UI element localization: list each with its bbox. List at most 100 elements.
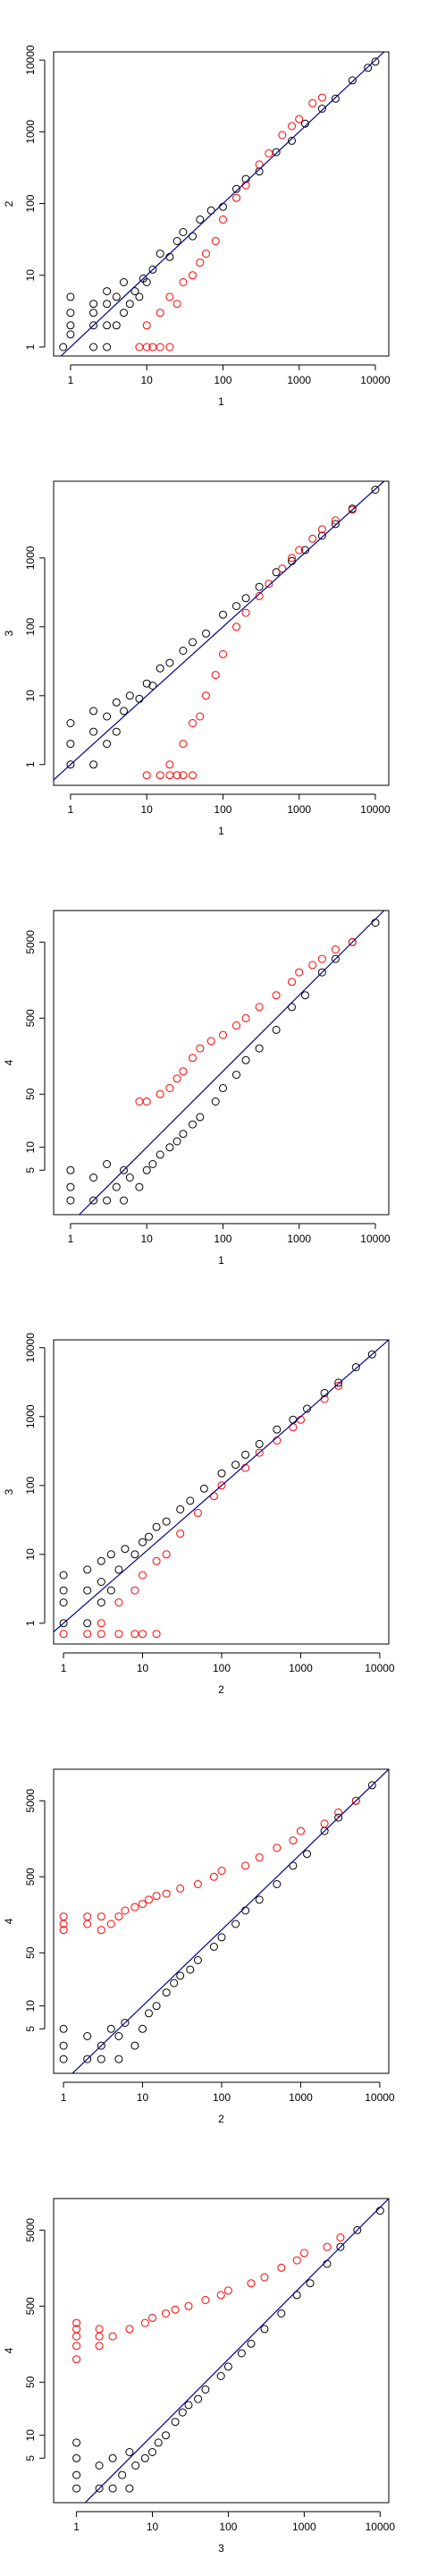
- y-tick-label: 10: [24, 2000, 37, 2012]
- data-point-series-1: [59, 1571, 68, 1580]
- y-tick-label: 10: [24, 1141, 37, 1154]
- plot-frame: [53, 2198, 390, 2504]
- data-point-series-2: [295, 968, 304, 977]
- data-point-series-1: [162, 1517, 171, 1526]
- data-point-series-2: [162, 1550, 171, 1559]
- data-point-series-1: [145, 2009, 153, 2018]
- data-point-series-1: [232, 184, 240, 193]
- data-point-series-1: [135, 292, 144, 301]
- data-point-series-1: [272, 568, 281, 577]
- x-tick-label: 1: [61, 1662, 67, 1674]
- data-point-series-2: [114, 1912, 123, 1921]
- y-tick-label: 50: [24, 1088, 37, 1100]
- data-point-series-1: [66, 1182, 75, 1191]
- plot-frame: [53, 1768, 390, 2074]
- data-point-series-1: [179, 1130, 188, 1139]
- data-point-series-1: [367, 1350, 376, 1359]
- y-tick-label: 500: [24, 1868, 37, 1885]
- data-point-series-1: [156, 664, 164, 673]
- data-point-series-1: [194, 2394, 203, 2403]
- data-point-series-1: [189, 232, 197, 241]
- x-tick-label: 10000: [365, 1662, 395, 1674]
- data-point-series-1: [130, 2041, 139, 2050]
- data-point-series-1: [66, 330, 75, 339]
- data-point-series-1: [241, 1055, 250, 1064]
- data-point-series-1: [97, 1578, 105, 1586]
- data-point-series-2: [193, 1880, 202, 1888]
- data-point-series-2: [156, 771, 164, 780]
- y-tick-label: 5: [24, 2026, 37, 2032]
- data-point-series-1: [72, 2453, 81, 2462]
- data-point-series-2: [135, 343, 144, 352]
- data-point-series-1: [125, 300, 134, 309]
- data-point-series-1: [367, 1781, 376, 1790]
- data-point-series-1: [89, 321, 98, 330]
- data-point-series-2: [95, 2332, 104, 2341]
- data-point-series-2: [97, 1630, 105, 1639]
- data-point-series-2: [202, 691, 210, 700]
- data-point-series-1: [103, 287, 112, 296]
- data-point-series-2: [59, 1630, 68, 1639]
- data-point-series-1: [179, 228, 188, 236]
- x-axis-label: 2: [218, 2113, 224, 2125]
- x-tick-label: 10000: [365, 2091, 395, 2104]
- data-point-series-1: [301, 546, 309, 555]
- data-point-series-2: [139, 1571, 147, 1580]
- data-point-series-1: [106, 1586, 115, 1595]
- data-point-series-1: [336, 2242, 345, 2251]
- data-point-series-2: [209, 1492, 218, 1501]
- data-point-series-1: [103, 300, 112, 309]
- data-point-series-2: [156, 309, 164, 318]
- data-point-series-2: [196, 1044, 205, 1053]
- data-point-series-1: [156, 1150, 164, 1159]
- data-point-series-2: [308, 98, 317, 107]
- data-point-series-1: [152, 1522, 161, 1531]
- data-point-series-2: [323, 2242, 332, 2251]
- data-point-series-2: [255, 160, 264, 169]
- data-point-series-2: [196, 258, 205, 267]
- data-point-series-2: [152, 1630, 161, 1639]
- data-point-series-1: [89, 300, 98, 309]
- data-point-series-1: [165, 252, 174, 261]
- data-point-series-2: [193, 1508, 202, 1517]
- data-point-series-2: [308, 534, 317, 543]
- data-point-series-2: [176, 1884, 185, 1893]
- x-tick-label: 1000: [287, 803, 311, 816]
- data-point-series-1: [331, 520, 340, 529]
- data-point-series-1: [112, 292, 121, 301]
- identity-line: [79, 911, 385, 1215]
- data-point-series-2: [83, 1630, 92, 1639]
- data-point-series-1: [89, 309, 98, 318]
- data-point-series-1: [306, 2279, 315, 2288]
- data-point-series-2: [114, 1630, 123, 1639]
- data-point-series-1: [303, 1850, 311, 1859]
- y-tick-label: 50: [24, 2376, 37, 2388]
- data-point-series-1: [209, 1943, 218, 1951]
- x-tick-label: 1: [73, 2521, 80, 2533]
- data-point-series-1: [89, 760, 98, 769]
- data-point-series-2: [331, 945, 340, 953]
- plot-frame: [53, 480, 390, 786]
- data-point-series-1: [172, 237, 181, 245]
- data-point-series-1: [72, 2484, 81, 2493]
- data-point-series-2: [165, 760, 174, 769]
- data-point-series-2: [139, 1900, 147, 1909]
- data-point-series-1: [125, 691, 134, 700]
- data-point-series-1: [89, 727, 98, 736]
- data-point-series-1: [59, 2024, 68, 2033]
- data-point-series-1: [89, 1196, 98, 1205]
- x-tick-label: 1000: [287, 374, 311, 386]
- data-point-series-2: [189, 1054, 197, 1063]
- y-tick-label: 10: [24, 2429, 37, 2442]
- data-point-series-1: [125, 2448, 134, 2456]
- data-point-series-2: [320, 1819, 329, 1828]
- data-point-series-1: [120, 1165, 128, 1174]
- identity-line: [72, 1769, 389, 2073]
- data-point-series-1: [66, 321, 75, 330]
- x-axis-label: 1: [218, 395, 224, 408]
- data-point-series-1: [273, 1425, 282, 1434]
- data-point-series-1: [120, 278, 128, 286]
- data-point-series-2: [219, 1030, 227, 1039]
- data-point-series-1: [371, 486, 380, 494]
- data-point-series-1: [154, 2438, 163, 2447]
